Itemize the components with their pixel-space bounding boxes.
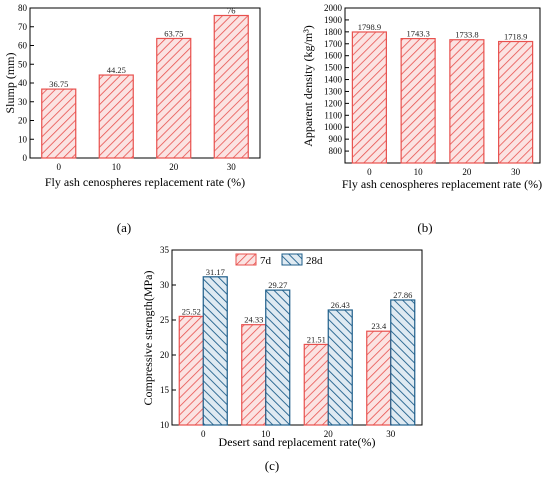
data-label: 1733.8 [455, 30, 478, 40]
chart-c-panel-label: (c) [265, 458, 279, 473]
chart-a-panel-label: (a) [117, 220, 131, 235]
bar-c-7d-0 [178, 315, 204, 426]
data-label: 29.27 [268, 280, 287, 290]
y-tick-label: 900 [329, 134, 343, 144]
y-tick-label: 1500 [324, 63, 343, 73]
y-tick-label: 1200 [324, 98, 343, 108]
data-label: 23.4 [371, 321, 387, 331]
bar-a-10 [98, 74, 134, 159]
bar-c-7d-10 [241, 324, 267, 426]
y-tick-label: 1700 [324, 39, 343, 49]
x-tick-label: 20 [169, 162, 179, 172]
bar-a-30 [213, 14, 249, 159]
y-tick-label: 1000 [324, 122, 343, 132]
y-tick-label: 1900 [324, 15, 343, 25]
chart-c-xlabel: Desert sand replacement rate(%) [219, 435, 376, 449]
y-tick-label: 50 [18, 59, 28, 69]
y-tick-label: 30 [160, 280, 170, 290]
y-tick-label: 1800 [324, 27, 343, 37]
data-label: 36.75 [49, 79, 68, 89]
x-tick-label: 20 [462, 167, 472, 177]
bar-c-28d-20 [327, 309, 353, 426]
data-label: 25.52 [182, 306, 201, 316]
bar-b-0 [351, 31, 387, 164]
bar-c-7d-30 [366, 330, 392, 426]
data-label: 26.43 [331, 300, 350, 310]
y-tick-label: 0 [23, 153, 28, 163]
data-label: 24.33 [244, 315, 263, 325]
bar-c-28d-0 [202, 276, 228, 426]
x-tick-label: 30 [511, 167, 521, 177]
data-label: 1718.9 [504, 32, 527, 42]
bar-b-30 [498, 40, 534, 164]
y-tick-label: 1100 [324, 110, 342, 120]
y-tick-label: 40 [18, 78, 28, 88]
y-tick-label: 70 [18, 22, 28, 32]
data-label: 31.17 [206, 267, 225, 277]
y-tick-label: 2000 [324, 3, 343, 13]
data-label: 27.86 [393, 290, 412, 300]
chart-b-xlabel: Fly ash cenospheres replacement rate (%) [342, 177, 542, 191]
bar-c-28d-30 [390, 299, 416, 426]
data-label: 21.51 [307, 334, 326, 344]
legend-label-28d: 28d [306, 255, 323, 267]
data-label: 1743.3 [406, 29, 429, 39]
y-tick-label: 20 [18, 116, 28, 126]
y-tick-label: 800 [329, 146, 343, 156]
y-tick-label: 25 [160, 315, 170, 325]
y-tick-label: 1400 [324, 75, 343, 85]
legend-swatch-28d [281, 253, 303, 266]
chart-c: 10 15 20 25 30 35 0 10 20 30 25.52 24.33 21.51 23.4 3… [141, 245, 423, 473]
chart-c-legend: 7d 28d [235, 253, 323, 267]
y-tick-label: 30 [18, 97, 28, 107]
bar-b-20 [449, 39, 485, 164]
bar-c-28d-10 [265, 289, 291, 426]
data-label: 1798.9 [358, 22, 381, 32]
y-tick-label: 10 [18, 134, 28, 144]
bar-a-20 [156, 37, 192, 159]
legend-label-7d: 7d [260, 255, 272, 267]
x-tick-label: 30 [386, 429, 396, 439]
y-tick-label: 80 [18, 3, 28, 13]
x-tick-label: 20 [324, 429, 334, 439]
y-tick-label: 60 [18, 41, 28, 51]
bar-c-7d-20 [303, 343, 329, 426]
x-tick-label: 10 [261, 429, 271, 439]
x-tick-label: 0 [367, 167, 372, 177]
x-tick-label: 0 [57, 162, 62, 172]
y-tick-label: 20 [160, 350, 170, 360]
x-tick-label: 10 [414, 167, 424, 177]
x-tick-label: 0 [201, 429, 206, 439]
y-tick-label: 35 [160, 245, 170, 255]
data-label: 63.75 [164, 28, 183, 38]
data-label: 76 [227, 6, 236, 16]
bar-a-0 [41, 88, 77, 159]
y-tick-label: 10 [160, 420, 170, 430]
chart-b-ylabel: Apparent density (kg/m³) [301, 25, 315, 147]
y-tick-label: 15 [160, 385, 170, 395]
chart-b-frame [344, 7, 541, 164]
chart-c-frame [171, 249, 423, 426]
chart-b-panel-label: (b) [417, 220, 432, 235]
x-tick-label: 10 [112, 162, 122, 172]
chart-a-ylabel: Slump (mm) [3, 52, 17, 113]
y-tick-label: 1600 [324, 51, 343, 61]
data-label: 44.25 [107, 65, 126, 75]
chart-a-xlabel: Fly ash cenospheres replacement rate (%) [45, 175, 245, 189]
chart-a: 0 10 20 30 40 50 60 70 80 0 10 20 30 36.75 44.25 63.75… [3, 3, 261, 235]
chart-c-ylabel: Compressive strength(MPa) [141, 271, 155, 406]
x-tick-label: 30 [227, 162, 237, 172]
bar-b-10 [400, 38, 436, 164]
y-tick-label: 1300 [324, 86, 343, 96]
legend-swatch-7d [235, 253, 257, 266]
